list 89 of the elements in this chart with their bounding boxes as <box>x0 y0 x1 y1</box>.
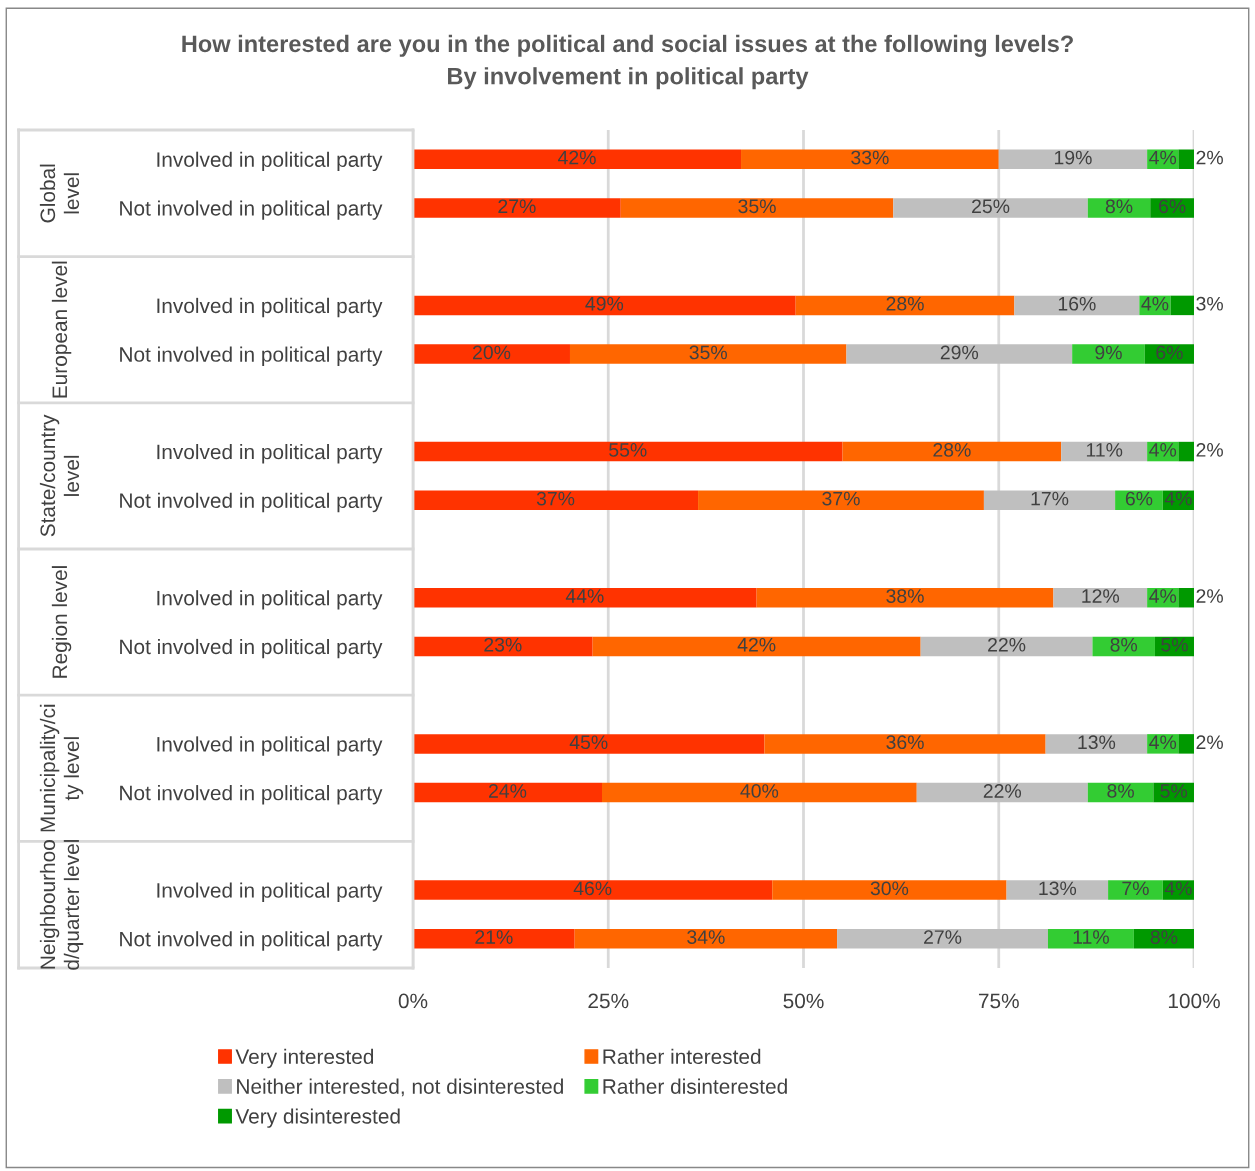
data-label: 37% <box>822 491 860 506</box>
data-label: 12% <box>1082 589 1120 603</box>
y-tick-label: Not involved in political party <box>120 346 383 366</box>
y-tick-label: Not involved in political party <box>120 200 383 220</box>
data-label: 20% <box>473 345 511 360</box>
data-label: 37% <box>536 491 575 506</box>
data-label: 42% <box>737 637 776 652</box>
data-label: 28% <box>886 296 924 311</box>
y-tick-label: Not involved in political party <box>120 931 383 951</box>
data-label: 45% <box>569 735 608 750</box>
text: State/country level <box>39 414 80 537</box>
y-tick-label: Not involved in political party <box>120 785 383 805</box>
data-label: 55% <box>609 443 647 457</box>
data-label: 40% <box>740 784 779 798</box>
data-label: 8% <box>1110 637 1138 652</box>
x-tick-label: 50% <box>783 993 824 1009</box>
data-label: 7% <box>1122 881 1149 896</box>
data-label: 34% <box>687 930 725 944</box>
data-label: 17% <box>1031 491 1069 506</box>
data-label: 11% <box>1086 443 1123 457</box>
text: Municipality/ci ty level <box>39 704 84 832</box>
data-label: 6% <box>1159 199 1186 214</box>
data-label: 8% <box>1107 784 1134 798</box>
data-label: 19% <box>1054 150 1092 165</box>
data-label: 13% <box>1039 881 1077 896</box>
data-label: 35% <box>689 345 727 360</box>
chart-title: How interested are you in the political and social issues at the following levels? By involvement in political party <box>182 34 1073 90</box>
text: Neighbourhoo d/quarter level <box>39 840 84 970</box>
data-label: 9% <box>1095 345 1122 360</box>
x-tick-label: 100% <box>1168 993 1220 1009</box>
text: Global level <box>39 164 80 223</box>
data-label: 6% <box>1156 345 1183 360</box>
data-label: 49% <box>585 296 624 311</box>
data-label: 21% <box>475 930 513 944</box>
data-label: 28% <box>933 443 971 457</box>
data-label: 3% <box>1196 296 1223 311</box>
x-tick-label: 75% <box>978 993 1019 1009</box>
data-label: 23% <box>484 637 522 652</box>
data-label: 22% <box>983 784 1022 798</box>
legend-label: Neither interested, not disinterested <box>237 1078 563 1097</box>
y-tick-label: Involved in political party <box>157 151 383 172</box>
legend-label: Very disinterested <box>235 1108 400 1128</box>
legend-label: Rather disinterested <box>603 1078 787 1094</box>
data-label: 6% <box>1125 491 1153 506</box>
data-label: 35% <box>738 199 776 214</box>
data-label: 42% <box>558 150 596 165</box>
data-label: 2% <box>1196 150 1223 165</box>
data-label: 27% <box>924 930 962 944</box>
data-label: 27% <box>498 199 536 214</box>
data-label: 2% <box>1196 443 1223 457</box>
data-label: 29% <box>940 345 979 360</box>
data-label: 11% <box>1073 930 1109 944</box>
x-tick-label: 25% <box>588 993 629 1009</box>
data-label: 13% <box>1078 735 1116 750</box>
data-label: 4% <box>1149 589 1177 603</box>
data-label: 4% <box>1149 150 1177 165</box>
data-label: 5% <box>1160 784 1188 798</box>
legend-label: Very interested <box>235 1048 374 1069</box>
data-label: 8% <box>1150 930 1178 944</box>
data-label: 25% <box>972 199 1010 214</box>
y-tick-label: Involved in political party <box>157 590 383 610</box>
y-tick-label: Involved in political party <box>157 297 383 318</box>
data-label: 44% <box>565 589 604 603</box>
data-label: 4% <box>1164 881 1192 896</box>
data-label: 4% <box>1149 735 1177 750</box>
data-label: 24% <box>489 784 527 798</box>
data-label: 30% <box>870 881 909 896</box>
data-label: 46% <box>573 881 612 896</box>
data-label: 5% <box>1161 637 1188 652</box>
data-label: 33% <box>851 150 889 165</box>
data-label: 2% <box>1196 589 1223 603</box>
y-tick-label: Involved in political party <box>157 882 383 902</box>
data-label: 4% <box>1149 443 1177 457</box>
data-label: 36% <box>886 735 924 750</box>
data-label: 4% <box>1164 491 1192 506</box>
text: Region level <box>51 566 72 678</box>
y-tick-label: Not involved in political party <box>120 492 383 513</box>
y-tick-label: Involved in political party <box>157 736 383 756</box>
legend-label: Rather interested <box>603 1048 761 1065</box>
x-tick-label: 0% <box>398 993 428 1009</box>
y-tick-label: Involved in political party <box>157 444 383 464</box>
data-label: 4% <box>1141 296 1169 311</box>
data-label: 22% <box>988 637 1026 652</box>
text: European level <box>51 261 72 398</box>
data-label: 16% <box>1058 296 1096 311</box>
data-label: 8% <box>1105 199 1133 214</box>
y-tick-label: Not involved in political party <box>120 638 383 659</box>
data-label: 38% <box>886 589 924 603</box>
data-label: 2% <box>1196 735 1223 750</box>
